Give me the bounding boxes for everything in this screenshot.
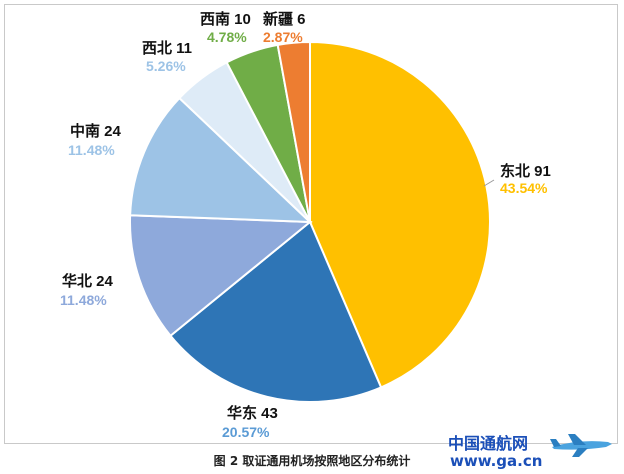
chart-frame [4, 4, 618, 444]
watermark-title: 中国通航网 [448, 434, 529, 453]
pie-slice-3 [129, 214, 313, 338]
slice-percent-5: 5.26% [146, 58, 186, 74]
slice-percent-7: 2.87% [263, 29, 303, 45]
airplane-icon [550, 434, 612, 457]
slice-label-6: 西南 10 [200, 10, 251, 28]
slice-label-4: 中南 24 [70, 122, 122, 140]
slice-label-3: 华北 24 [62, 272, 114, 290]
watermark-url: www.ga.cn [450, 452, 543, 470]
slice-percent-3: 11.48% [60, 292, 107, 308]
pie-slice-1 [309, 40, 491, 389]
pie-slices [129, 40, 491, 403]
slice-percent-6: 4.78% [207, 29, 247, 45]
slice-label-1: 东北 91 [500, 162, 551, 180]
figure-caption: 图 2 取证通用机场按照地区分布统计 [213, 454, 411, 468]
pie-slice-7 [276, 40, 311, 223]
slice-percent-2: 20.57% [222, 424, 270, 440]
leader-line [483, 179, 495, 187]
watermark-logo: 中国通航网 www.ga.cn [448, 430, 618, 472]
slice-percent-1: 43.54% [500, 180, 548, 196]
slice-label-5: 西北 11 [142, 40, 192, 57]
slice-label-7: 新疆 6 [263, 10, 306, 28]
pie-slice-2 [169, 220, 383, 403]
pie-slice-4 [129, 96, 313, 224]
slice-label-2: 华东 43 [227, 404, 278, 422]
slice-percent-4: 11.48% [68, 142, 115, 158]
